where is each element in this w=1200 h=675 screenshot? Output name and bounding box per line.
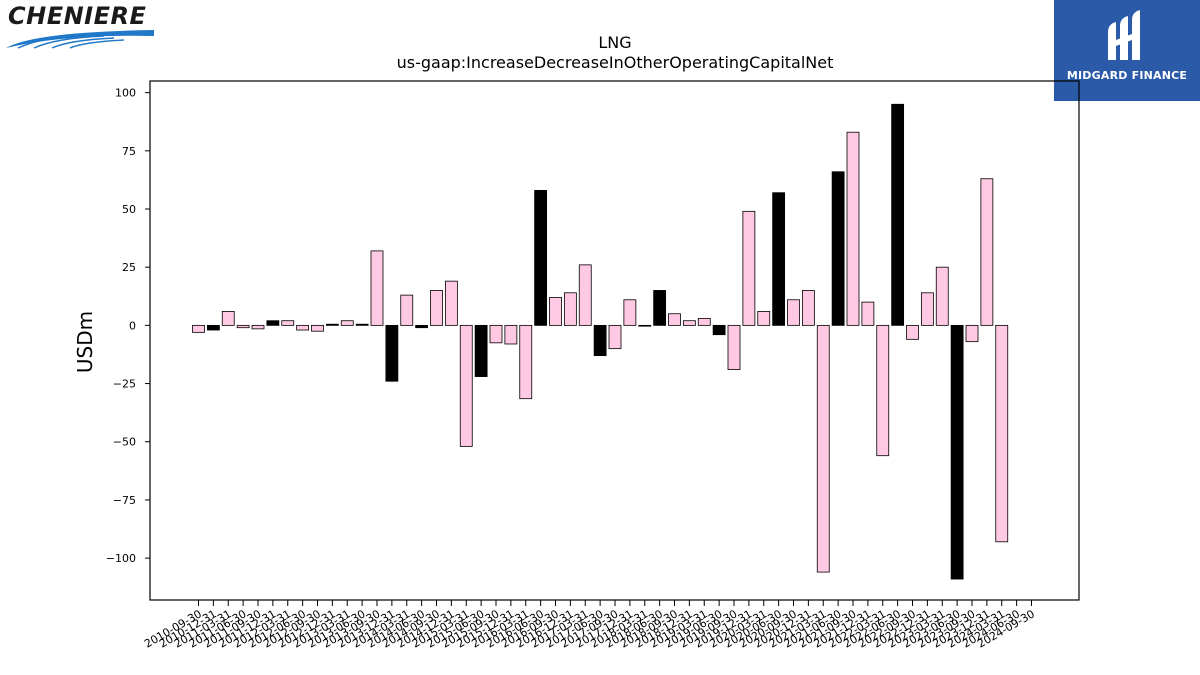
bar-2014-09-30 xyxy=(430,290,443,326)
y-axis-label: USDm xyxy=(73,311,97,373)
bar-2024-03-31 xyxy=(995,324,1009,543)
bar-2018-09-30 xyxy=(668,313,681,326)
bar-2013-03-31 xyxy=(340,320,354,326)
x-axis: 2010-09-302010-12-312011-03-312011-06-30… xyxy=(142,600,1037,651)
bar-series xyxy=(192,103,1009,580)
chart-title: LNG xyxy=(598,33,631,52)
bar-2013-12-31 xyxy=(385,324,399,382)
bar-2017-12-31 xyxy=(623,299,637,326)
bar-2020-06-30 xyxy=(772,192,786,326)
bar-2017-03-31 xyxy=(578,264,592,326)
bar-2018-03-31 xyxy=(638,324,652,327)
bar-2019-12-31 xyxy=(742,210,756,326)
bar-2020-09-30 xyxy=(787,299,800,326)
bar-2021-09-30 xyxy=(846,131,860,326)
plot-frame xyxy=(149,80,1080,601)
midgard-mark-icon xyxy=(1108,10,1140,60)
y-axis: 100 75 50 25 0 −25 −50 −75 −100 xyxy=(106,87,150,565)
bar-2016-12-31 xyxy=(563,292,577,326)
bar-2011-09-30 xyxy=(251,324,265,330)
y-tick-label: 100 xyxy=(115,87,136,100)
bar-2022-03-31 xyxy=(876,324,890,457)
bar-2020-12-31 xyxy=(801,290,815,326)
y-tick-label: 25 xyxy=(122,261,136,274)
bar-2011-12-31 xyxy=(266,320,280,326)
cheniere-logo: CHENIERE xyxy=(4,2,156,52)
midgard-wordmark: MIDGARD FINANCE xyxy=(1066,69,1188,82)
bar-2021-06-30 xyxy=(831,171,845,326)
bar-2023-09-30 xyxy=(965,324,979,343)
bar-2015-12-31 xyxy=(504,324,518,345)
bar-2013-09-30 xyxy=(370,250,384,326)
bar-2014-06-30 xyxy=(415,324,429,329)
bar-2022-12-31 xyxy=(920,292,934,326)
bar-2010-09-30 xyxy=(192,324,205,333)
y-tick-label: 75 xyxy=(122,145,136,158)
bar-2010-12-31 xyxy=(206,324,220,331)
bar-2016-03-31 xyxy=(519,324,533,400)
y-tick-label: −100 xyxy=(106,552,136,565)
bar-2012-12-31 xyxy=(325,323,339,326)
bar-2014-12-31 xyxy=(444,280,458,326)
bar-2015-03-31 xyxy=(459,324,473,447)
bar-2015-06-30 xyxy=(474,324,488,377)
bar-2022-09-30 xyxy=(906,324,919,340)
bar-2014-03-31 xyxy=(400,294,414,326)
bar-2012-06-30 xyxy=(296,324,310,331)
bar-2019-09-30 xyxy=(727,324,741,370)
bar-2017-09-30 xyxy=(608,324,622,350)
bar-2011-06-30 xyxy=(236,324,250,329)
midgard-finance-logo: MIDGARD FINANCE xyxy=(1054,0,1200,101)
bar-2021-12-31 xyxy=(861,301,875,326)
y-tick-label: −25 xyxy=(113,378,136,391)
y-tick-label: −50 xyxy=(113,436,136,449)
bar-2017-06-30 xyxy=(593,324,607,357)
y-tick-label: 0 xyxy=(129,319,136,332)
bar-2023-03-31 xyxy=(935,266,949,326)
bar-2019-03-31 xyxy=(697,317,711,326)
bar-2011-03-31 xyxy=(221,311,235,326)
bar-2016-09-30 xyxy=(549,297,562,326)
y-tick-label: 50 xyxy=(122,203,136,216)
bar-2018-12-31 xyxy=(682,320,696,326)
y-tick-label: −75 xyxy=(113,494,136,507)
bar-2021-03-31 xyxy=(816,324,830,573)
bar-2013-06-30 xyxy=(355,323,369,326)
bar-2023-12-31 xyxy=(980,178,994,326)
cheniere-wordmark: CHENIERE xyxy=(8,2,147,30)
bar-2012-09-30 xyxy=(311,324,324,332)
cheniere-wave-icon xyxy=(6,30,154,49)
bar-2012-03-31 xyxy=(281,320,295,326)
bar-2023-06-30 xyxy=(950,324,964,580)
bar-2016-06-30 xyxy=(534,189,548,326)
bar-2019-06-30 xyxy=(712,324,726,336)
chart-subtitle: us-gaap:IncreaseDecreaseInOtherOperating… xyxy=(397,53,834,72)
bar-2022-06-30 xyxy=(891,103,905,326)
bar-2018-06-30 xyxy=(653,290,667,326)
bar-2020-03-31 xyxy=(757,311,771,326)
bar-2015-09-30 xyxy=(489,324,503,344)
